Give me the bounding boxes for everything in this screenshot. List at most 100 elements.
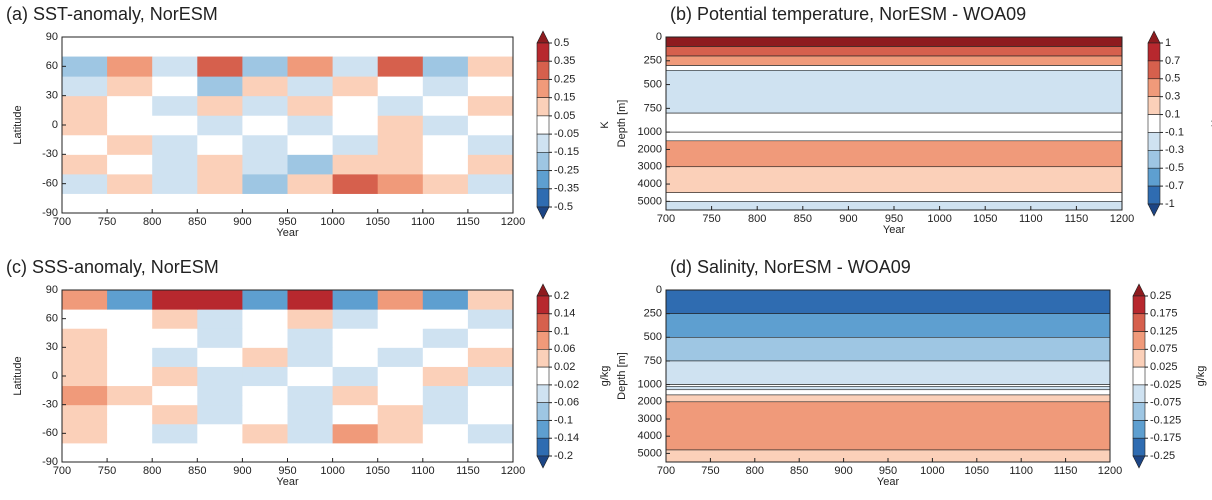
field-cell	[332, 404, 379, 425]
colorbar-tick-label: -0.7	[1165, 180, 1184, 192]
field-cell	[152, 95, 198, 116]
field-cell	[467, 173, 514, 194]
field-cell	[467, 76, 514, 97]
field-cell	[422, 423, 469, 444]
colorbar-tick-label: 0.5	[1165, 73, 1180, 85]
panel: 700 750 800 850 900 950 1000 1050 1100 1150 1200-9…	[6, 257, 611, 488]
x-tick-label: 1200	[1098, 465, 1122, 477]
y-tick-label: 3000	[638, 413, 662, 425]
x-axis-label: Year	[877, 476, 900, 488]
y-axis-label: Latitude	[12, 356, 24, 395]
field-cell	[467, 423, 514, 444]
field-cell	[332, 173, 379, 194]
colorbar-segment	[536, 455, 550, 469]
colorbar-segment	[1147, 132, 1161, 151]
x-tick-label: 700	[53, 216, 71, 228]
field-cell	[242, 56, 288, 77]
field-cell	[287, 115, 334, 136]
field-cell	[377, 173, 424, 194]
colorbar-label: g/kg	[1195, 366, 1207, 387]
x-tick-label: 1150	[456, 216, 480, 228]
colorbar-tick-label: 0.025	[1150, 361, 1178, 373]
field-cell	[107, 173, 153, 194]
colorbar-segment	[1132, 295, 1146, 315]
field-cell	[377, 347, 424, 367]
field-cell	[467, 290, 514, 310]
field-cell	[107, 56, 153, 77]
field-cell	[107, 115, 153, 136]
x-tick-label: 1150	[1054, 465, 1078, 477]
y-tick-label: 4000	[638, 178, 662, 190]
y-tick-label: 250	[644, 308, 662, 320]
field-cell	[422, 134, 469, 155]
field-cell	[332, 290, 379, 310]
colorbar-tick-label: -0.175	[1150, 432, 1181, 444]
field-cell	[377, 95, 424, 116]
x-tick-label: 1000	[920, 465, 944, 477]
field-cell	[242, 115, 288, 136]
colorbar-tick-label: 0.5	[554, 37, 569, 49]
field-cell	[107, 423, 153, 444]
colorbar-segment	[1147, 114, 1161, 133]
field-cell	[107, 347, 153, 367]
y-axis-label: Latitude	[12, 105, 24, 144]
field-cell	[332, 423, 379, 444]
y-tick-label: -90	[42, 207, 58, 219]
y-tick-label: 30	[46, 341, 58, 353]
field-cell	[467, 347, 514, 367]
colorbar-segment	[1132, 437, 1146, 457]
field-cell	[377, 154, 424, 175]
colorbar-tick-label: -0.02	[554, 379, 579, 391]
colorbar-tick-label: 0.14	[554, 308, 575, 320]
field-cell	[242, 423, 288, 444]
field-cell	[152, 404, 198, 425]
field-cell	[467, 385, 514, 406]
colorbar-segment	[536, 30, 550, 44]
field-cell	[422, 56, 469, 77]
field-cell	[467, 56, 514, 77]
colorbar-tick-label: -0.25	[1150, 450, 1175, 462]
colorbar-tick-label: 0.35	[554, 55, 575, 67]
field-cell	[467, 154, 514, 175]
field-cell	[287, 366, 334, 387]
depth-band	[665, 131, 1123, 142]
field-cell	[332, 309, 379, 329]
x-tick-label: 1000	[320, 216, 344, 228]
chart-title: (d) Salinity, NorESM - WOA09	[670, 257, 911, 277]
colorbar-segment	[1147, 60, 1161, 80]
field-cell	[62, 173, 108, 194]
x-tick-label: 1150	[1065, 213, 1089, 225]
colorbar-segment	[536, 366, 550, 386]
field-cell	[62, 385, 108, 406]
field-cell	[422, 154, 469, 175]
field-cell	[467, 115, 514, 136]
x-tick-label: 1000	[927, 213, 951, 225]
colorbar-tick-label: 0.1	[554, 325, 569, 337]
depth-band	[665, 36, 1123, 47]
x-tick-label: 800	[746, 465, 764, 477]
colorbar-segment	[536, 420, 550, 439]
field-cell	[62, 76, 108, 97]
depth-band	[665, 140, 1123, 168]
field-cell	[62, 423, 108, 444]
colorbar-segment	[1132, 313, 1146, 332]
field-cell	[377, 56, 424, 77]
field-cell	[152, 423, 198, 444]
field-cell	[197, 404, 243, 425]
depth-band	[665, 336, 1111, 362]
colorbar-tick-label: -0.15	[554, 146, 579, 158]
colorbar-label: K	[1210, 119, 1212, 127]
panel: 700 750 800 850 900 950 1000 1050 1100 1150 1200 0 2…	[616, 257, 1207, 488]
depth-band	[665, 289, 1111, 314]
field-cell	[197, 56, 243, 77]
x-tick-label: 850	[790, 465, 808, 477]
field-cell	[242, 366, 288, 387]
colorbar-segment	[1132, 331, 1146, 350]
depth-band	[665, 55, 1123, 66]
field-cell	[152, 134, 198, 155]
x-tick-label: 800	[748, 213, 766, 225]
chart-title: (b) Potential temperature, NorESM - WOA0…	[670, 4, 1026, 24]
field-cell	[467, 366, 514, 387]
x-tick-label: 1050	[365, 465, 389, 477]
